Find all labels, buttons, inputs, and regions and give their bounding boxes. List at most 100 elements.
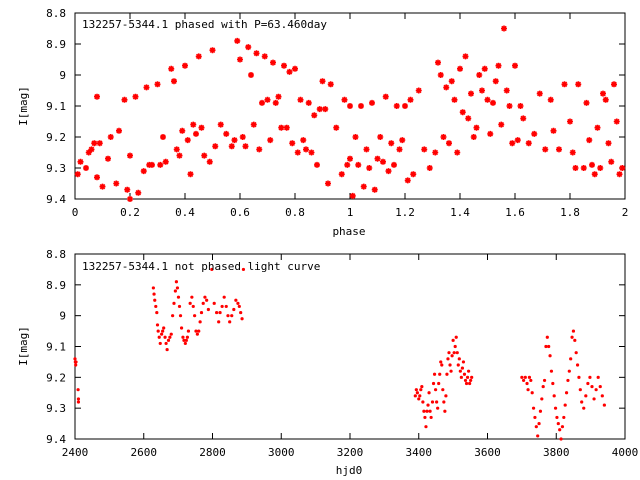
data-point (459, 109, 466, 116)
data-point (369, 99, 375, 106)
data-point (476, 72, 483, 78)
data-point (248, 72, 254, 78)
data-point (155, 310, 159, 315)
x-tick-label: 1.6 (505, 206, 525, 219)
data-point (495, 62, 502, 69)
data-point (212, 143, 219, 150)
data-point (448, 78, 455, 85)
data-point (464, 381, 469, 386)
unphased-x-axis: 2400 2600 2800 3000 3200 3400 3600 3800 4000 (62, 254, 638, 459)
data-point (205, 298, 209, 302)
data-point (402, 103, 408, 109)
data-point (463, 378, 468, 383)
data-point (161, 329, 165, 333)
data-point (281, 62, 287, 69)
data-point (162, 326, 166, 330)
data-point (201, 301, 205, 305)
data-point (473, 124, 480, 131)
data-point (555, 415, 559, 420)
x-tick-label: 1.2 (395, 206, 415, 219)
data-point (308, 149, 315, 156)
data-point (541, 384, 545, 389)
data-point (446, 357, 450, 361)
data-point (199, 310, 204, 315)
data-point (77, 158, 84, 165)
data-point (481, 65, 488, 72)
data-point (509, 140, 516, 147)
data-point (157, 161, 164, 168)
data-point (154, 81, 161, 88)
data-point (166, 338, 171, 342)
data-point (421, 400, 425, 404)
data-point (223, 130, 230, 137)
data-point (152, 292, 156, 296)
phased-plot: 0 0.2 0.4 0.6 0.8 1 1.2 1.4 1.6 1.8 2 8.8 8.9 9 9.1 9.… (17, 7, 628, 238)
data-point (236, 301, 240, 305)
data-point (191, 304, 195, 309)
data-point (584, 394, 588, 398)
data-point (303, 146, 309, 153)
data-point (382, 93, 389, 100)
unphased-y-axis: 8.8 8.9 9 9.1 9.2 9.3 9.4 (46, 248, 625, 446)
data-point (492, 78, 499, 85)
unphased-plot: 2400 2600 2800 3000 3200 3400 3600 3800 4000 8.8… (17, 248, 638, 477)
data-point (242, 143, 249, 150)
data-point (179, 127, 186, 134)
data-point (435, 59, 441, 66)
data-point (245, 44, 252, 51)
x-tick-label: 0 (72, 206, 79, 219)
data-point (261, 53, 268, 60)
data-point (188, 301, 192, 305)
data-point (195, 53, 202, 60)
data-point (536, 434, 540, 438)
data-point (292, 65, 298, 72)
x-tick-label: 1.4 (450, 206, 470, 219)
x-tick-label: 1 (347, 206, 354, 219)
data-point (220, 304, 224, 309)
data-point (91, 140, 98, 147)
data-point (567, 369, 571, 373)
data-point (454, 149, 461, 156)
data-point (525, 381, 529, 386)
data-point (506, 103, 513, 109)
data-point (168, 335, 172, 339)
data-point (560, 425, 565, 429)
y-tick-label: 9.2 (46, 371, 66, 384)
data-point (157, 335, 161, 339)
data-point (608, 158, 615, 165)
data-point (377, 134, 384, 140)
x-tick-label: 0.6 (230, 206, 250, 219)
data-point (105, 155, 111, 162)
data-point (195, 332, 199, 336)
data-point (186, 329, 191, 333)
data-point (358, 103, 364, 109)
data-point (179, 326, 184, 330)
data-point (586, 137, 593, 144)
data-point (417, 397, 421, 401)
data-point (442, 400, 446, 404)
data-point (76, 400, 81, 404)
data-point (73, 357, 77, 361)
data-point (232, 307, 236, 312)
data-point (420, 384, 424, 389)
data-point (347, 155, 353, 162)
data-point (594, 388, 598, 392)
data-point (151, 286, 155, 290)
data-point (349, 192, 356, 199)
data-point (454, 335, 458, 339)
data-point (116, 127, 122, 134)
y-tick-label: 9.1 (46, 100, 66, 113)
data-point (178, 314, 183, 318)
data-point (572, 165, 579, 171)
data-point (85, 149, 92, 156)
data-point (479, 87, 485, 94)
y-tick-label: 8.8 (46, 7, 66, 20)
data-point (460, 366, 465, 370)
data-point (237, 56, 243, 63)
data-point (210, 267, 214, 272)
data-point (588, 375, 592, 379)
phased-y-axis-label: I[mag] (17, 86, 30, 126)
data-point (272, 99, 279, 106)
x-tick-label: 2800 (199, 446, 226, 459)
data-point (569, 149, 576, 156)
